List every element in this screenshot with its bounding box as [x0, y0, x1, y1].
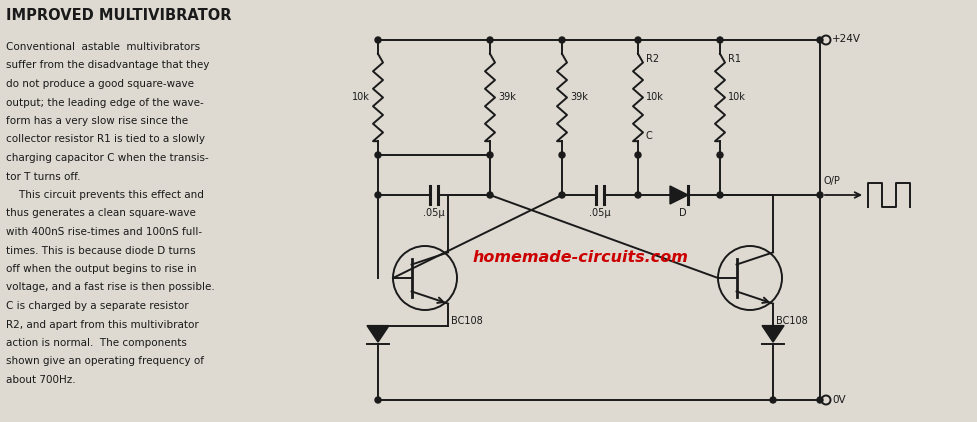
Text: with 400nS rise-times and 100nS full-: with 400nS rise-times and 100nS full-: [6, 227, 202, 237]
Text: suffer from the disadvantage that they: suffer from the disadvantage that they: [6, 60, 209, 70]
Circle shape: [487, 37, 492, 43]
Text: action is normal.  The components: action is normal. The components: [6, 338, 187, 348]
Text: C: C: [646, 131, 652, 141]
Text: 39k: 39k: [497, 92, 515, 103]
Text: about 700Hz.: about 700Hz.: [6, 375, 75, 385]
Text: output; the leading edge of the wave-: output; the leading edge of the wave-: [6, 97, 203, 108]
Text: shown give an operating frequency of: shown give an operating frequency of: [6, 357, 204, 366]
Polygon shape: [761, 326, 784, 342]
Text: R2, and apart from this multivibrator: R2, and apart from this multivibrator: [6, 319, 198, 330]
Circle shape: [559, 152, 565, 158]
Text: C is charged by a separate resistor: C is charged by a separate resistor: [6, 301, 189, 311]
Circle shape: [374, 192, 381, 198]
Text: off when the output begins to rise in: off when the output begins to rise in: [6, 264, 196, 274]
Circle shape: [374, 397, 381, 403]
Polygon shape: [669, 186, 687, 204]
Circle shape: [559, 37, 565, 43]
Text: thus generates a clean square-wave: thus generates a clean square-wave: [6, 208, 195, 219]
Text: D: D: [678, 208, 686, 218]
Text: tor T turns off.: tor T turns off.: [6, 171, 80, 181]
Text: charging capacitor C when the transis-: charging capacitor C when the transis-: [6, 153, 208, 163]
Text: This circuit prevents this effect and: This circuit prevents this effect and: [6, 190, 203, 200]
Circle shape: [634, 152, 640, 158]
Circle shape: [816, 37, 823, 43]
Text: .05μ: .05μ: [423, 208, 445, 218]
Circle shape: [769, 397, 775, 403]
Text: BC108: BC108: [450, 316, 482, 326]
Circle shape: [374, 152, 381, 158]
Text: form has a very slow rise since the: form has a very slow rise since the: [6, 116, 188, 126]
Circle shape: [716, 37, 722, 43]
Polygon shape: [366, 326, 389, 342]
Text: BC108: BC108: [775, 316, 807, 326]
Text: R1: R1: [727, 54, 741, 64]
Circle shape: [716, 152, 722, 158]
Circle shape: [487, 192, 492, 198]
Circle shape: [374, 37, 381, 43]
Circle shape: [716, 192, 722, 198]
Text: .05μ: .05μ: [588, 208, 611, 218]
Text: Conventional  astable  multivibrators: Conventional astable multivibrators: [6, 42, 200, 52]
Text: 39k: 39k: [570, 92, 587, 103]
Circle shape: [487, 152, 492, 158]
Text: 0V: 0V: [831, 395, 845, 405]
Circle shape: [816, 192, 823, 198]
Circle shape: [634, 192, 640, 198]
Text: do not produce a good square-wave: do not produce a good square-wave: [6, 79, 193, 89]
Text: times. This is because diode D turns: times. This is because diode D turns: [6, 246, 195, 255]
Text: IMPROVED MULTIVIBRATOR: IMPROVED MULTIVIBRATOR: [6, 8, 232, 23]
Text: +24V: +24V: [831, 34, 860, 44]
Text: 10k: 10k: [352, 92, 369, 103]
Text: 10k: 10k: [727, 92, 745, 103]
Text: R2: R2: [646, 54, 658, 64]
Circle shape: [559, 192, 565, 198]
Text: homemade-circuits.com: homemade-circuits.com: [472, 251, 687, 265]
Text: voltage, and a fast rise is then possible.: voltage, and a fast rise is then possibl…: [6, 282, 215, 292]
Circle shape: [816, 397, 823, 403]
Text: collector resistor R1 is tied to a slowly: collector resistor R1 is tied to a slowl…: [6, 135, 205, 144]
Text: 10k: 10k: [646, 92, 663, 103]
Text: O/P: O/P: [824, 176, 840, 186]
Circle shape: [634, 37, 640, 43]
